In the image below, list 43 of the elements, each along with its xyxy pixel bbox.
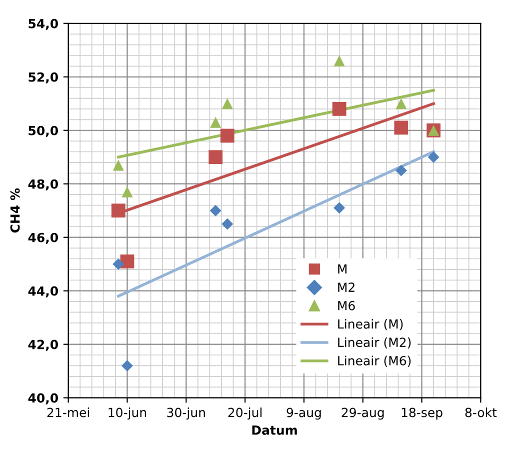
point [208,150,223,164]
point [334,55,345,66]
y-tick-label: 54,0 [28,18,58,30]
y-tick-label: 40,0 [28,393,58,404]
point [111,204,126,218]
point [428,151,440,163]
point [210,204,222,216]
point [122,186,133,198]
x-tick-label: 29-aug [342,408,384,420]
x-tick-label: 20-jul [228,408,262,420]
point [112,160,124,171]
y-tick-label: 48,0 [28,179,58,190]
legend-label: M2 [338,282,354,292]
legend-label: Lineair (M2) [338,337,411,349]
x-tick-label: 18-sep [402,408,442,420]
point [112,258,124,270]
legend-label: Lineair (M6) [338,356,411,367]
x-tick-label: 30-jun [167,408,205,420]
y-tick-label: 46,0 [28,232,58,244]
point [120,254,134,268]
x-tick-label: 10-jun [108,408,146,420]
point [210,116,222,128]
point [395,164,407,176]
x-tick-label: 8-okt [465,408,497,418]
point [222,98,233,110]
legend-label: M [338,264,346,274]
point [334,202,346,214]
y-tick-label: 52,0 [28,72,58,84]
point [396,98,407,110]
legend-label: Lineair (M) [338,319,403,330]
x-tick-label: 21-mei [47,408,90,418]
point [220,128,234,143]
point [121,360,133,372]
x-tick-label: 9-aug [286,408,321,420]
point [332,102,346,116]
y-tick-label: 42,0 [28,340,58,351]
legend-label: M6 [338,300,355,310]
point [222,218,234,230]
point [394,120,408,135]
y-tick-label: 44,0 [28,286,58,298]
x-axis-title: Datum [252,426,297,435]
y-tick-label: 50,0 [28,126,58,137]
y-axis-title: CH4 % [10,188,20,233]
